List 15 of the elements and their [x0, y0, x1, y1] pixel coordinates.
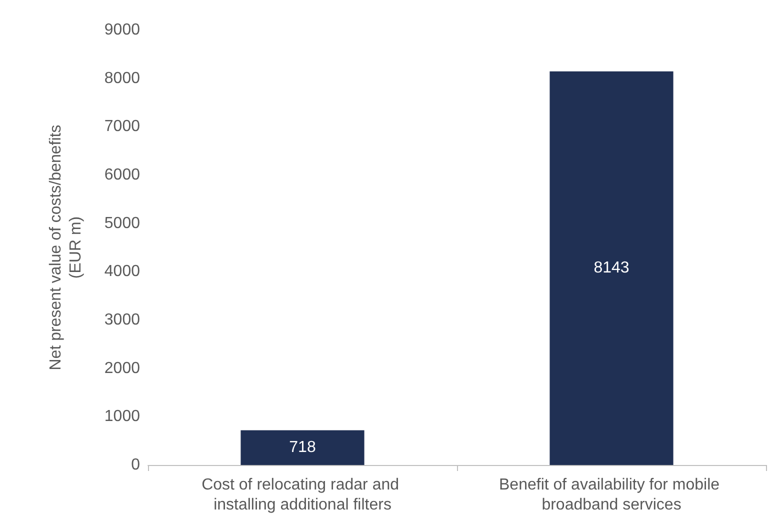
y-tick-label: 0	[131, 456, 140, 474]
y-tick-label: 2000	[104, 360, 140, 377]
data-label: 8143	[594, 260, 630, 277]
x-tick-label: Benefit of availability for mobile broadband services	[499, 476, 724, 514]
y-axis-title: Net present value of costs/benefits (EUR m)	[48, 124, 84, 370]
y-tick-label: 7000	[104, 118, 140, 136]
data-label: 718	[289, 439, 316, 456]
y-tick-label: 6000	[104, 166, 140, 184]
y-tick-label: 1000	[104, 408, 140, 426]
y-tick-label: 5000	[104, 214, 140, 232]
y-tick-label: 9000	[104, 22, 140, 38]
x-tick-label: Cost of relocating radar and installing additional filters	[202, 476, 404, 514]
y-tick-label: 3000	[104, 312, 140, 328]
y-tick-label: 8000	[104, 70, 140, 87]
y-tick-label: 4000	[104, 263, 140, 280]
